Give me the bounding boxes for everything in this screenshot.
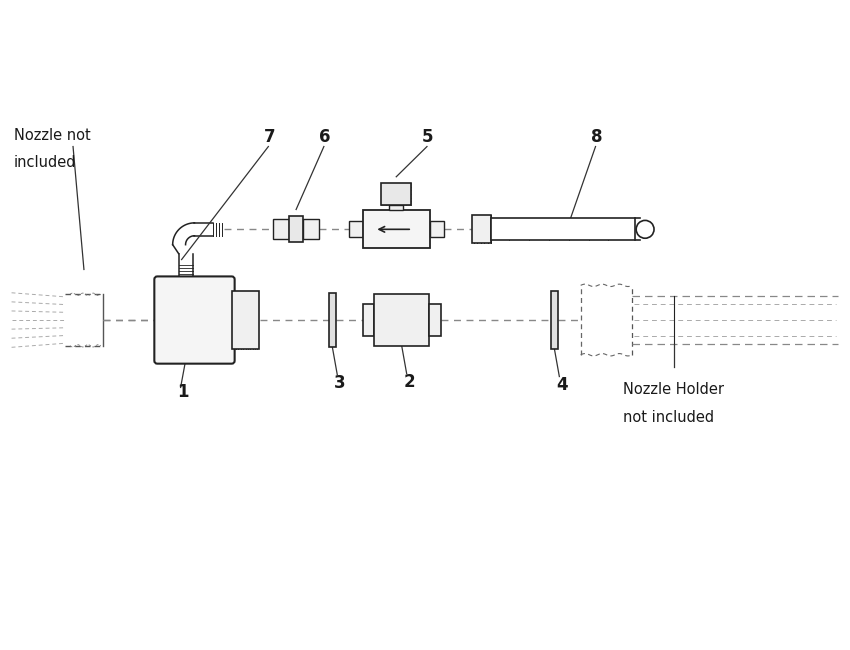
Bar <box>382 183 411 205</box>
Text: included: included <box>14 155 76 170</box>
Text: 1: 1 <box>178 384 190 402</box>
Bar <box>363 211 430 248</box>
Bar <box>274 220 289 239</box>
Bar <box>232 291 259 349</box>
Bar <box>472 215 491 243</box>
Text: Nozzle not: Nozzle not <box>14 127 90 142</box>
Text: not included: not included <box>623 410 714 425</box>
Bar <box>289 216 303 242</box>
Bar <box>348 222 363 237</box>
Text: 4: 4 <box>557 376 568 395</box>
Bar <box>430 222 444 237</box>
Text: 2: 2 <box>404 374 416 391</box>
Bar <box>491 218 635 240</box>
Bar <box>389 205 403 211</box>
Text: 5: 5 <box>422 127 434 146</box>
Text: 7: 7 <box>264 127 275 146</box>
Bar <box>303 220 319 239</box>
Text: 6: 6 <box>319 127 331 146</box>
Text: 8: 8 <box>591 127 602 146</box>
Text: 3: 3 <box>334 374 346 393</box>
Bar <box>375 294 429 346</box>
Bar <box>363 304 375 336</box>
Bar <box>329 293 336 347</box>
Bar <box>429 304 441 336</box>
Text: Nozzle Holder: Nozzle Holder <box>623 382 724 397</box>
Bar <box>551 291 558 349</box>
FancyBboxPatch shape <box>155 276 235 363</box>
